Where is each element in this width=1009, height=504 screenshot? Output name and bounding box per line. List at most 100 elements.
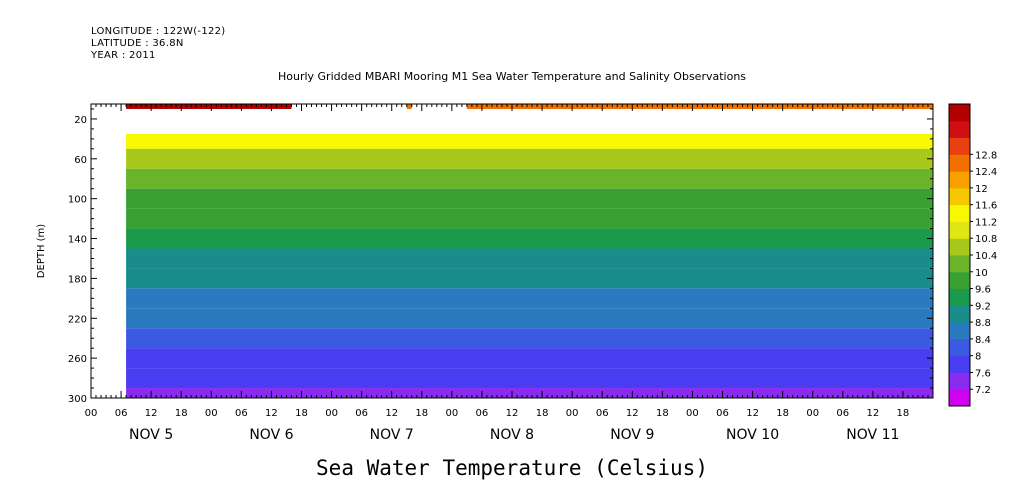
x-tick-label: 06 — [355, 408, 368, 419]
x-tick-label: 12 — [385, 408, 398, 419]
heatmap-band — [126, 308, 933, 329]
colorbar-label: 10.4 — [975, 251, 997, 262]
colorbar-swatch — [949, 355, 970, 373]
x-tick-label: 06 — [115, 408, 128, 419]
colorbar-label: 12 — [975, 184, 988, 195]
y-tick-label: 260 — [68, 354, 87, 365]
colorbar-swatch — [949, 238, 970, 256]
heatmap-band — [126, 268, 933, 289]
x-day-label: NOV 6 — [249, 427, 293, 443]
heatmap-band — [126, 168, 933, 189]
surface-band-segment — [406, 104, 412, 109]
x-tick-label: 06 — [235, 408, 248, 419]
heatmap-band — [126, 248, 933, 269]
colorbar-swatch — [949, 137, 970, 155]
colorbar-swatch — [949, 322, 970, 340]
colorbar-label: 9.2 — [975, 301, 991, 312]
colorbar-label: 8.8 — [975, 318, 991, 329]
x-day-label: NOV 8 — [490, 427, 534, 443]
colorbar-label: 11.6 — [975, 201, 997, 212]
colorbar-swatch — [949, 204, 970, 222]
colorbar-swatch — [949, 104, 970, 122]
colorbar-label: 10 — [975, 268, 988, 279]
heatmap-band — [126, 188, 933, 209]
longitude-label: LONGITUDE : 122W(-122) — [91, 26, 226, 37]
x-day-label: NOV 7 — [370, 427, 414, 443]
y-tick-label: 300 — [68, 394, 87, 405]
heatmap-band — [126, 208, 933, 229]
colorbar-swatch — [949, 187, 970, 206]
x-tick-label: 00 — [85, 408, 98, 419]
colorbar-swatch — [949, 338, 970, 357]
colorbar: 7.2 7.6 8 8.4 8.8 9.2 9.6 10 10.4 10.8 11.2 11.6 12 1… — [948, 103, 997, 407]
heatmap-band — [126, 348, 933, 369]
x-tick-label: 12 — [626, 408, 639, 419]
year-label: YEAR : 2011 — [91, 50, 156, 61]
colorbar-swatch — [949, 389, 970, 407]
x-tick-label: 18 — [897, 408, 910, 419]
x-tick-label: 12 — [866, 408, 879, 419]
colorbar-swatch — [949, 154, 970, 172]
colorbar-label: 7.6 — [975, 368, 991, 379]
colorbar-swatch — [949, 288, 970, 306]
heatmap-band — [126, 228, 933, 249]
heatmap-band — [126, 133, 933, 149]
x-tick-label: 00 — [325, 408, 338, 419]
y-axis-label: DEPTH (m) — [36, 224, 47, 278]
x-tick-label: 12 — [506, 408, 519, 419]
surface-band-segment — [466, 104, 933, 109]
heatmap-band — [126, 388, 933, 398]
x-tick-label: 18 — [175, 408, 188, 419]
x-tick-label: 00 — [445, 408, 458, 419]
x-tick-label: 18 — [776, 408, 789, 419]
colorbar-swatch — [949, 255, 970, 273]
y-tick-label: 20 — [74, 115, 87, 126]
variable-title: Sea Water Temperature (Celsius) — [316, 456, 708, 480]
x-tick-label: 18 — [295, 408, 308, 419]
x-tick-label: 12 — [265, 408, 278, 419]
x-day-label: NOV 11 — [846, 427, 899, 443]
x-tick-label: 12 — [145, 408, 158, 419]
heatmap-band — [126, 288, 933, 309]
axes: 20 60 100 140 180 220 260 300 00 06 12 18 00 06 12 18 00… — [68, 104, 934, 443]
heatmap-band — [126, 368, 933, 389]
colorbar-swatch — [949, 221, 970, 239]
colorbar-swatch — [949, 171, 970, 189]
colorbar-label: 12.8 — [975, 150, 997, 161]
x-tick-label: 12 — [746, 408, 759, 419]
x-day-label: NOV 10 — [726, 427, 779, 443]
latitude-label: LATITUDE : 36.8N — [91, 38, 184, 49]
y-tick-label: 140 — [68, 235, 87, 246]
x-tick-label: 18 — [656, 408, 669, 419]
x-tick-label: 06 — [476, 408, 489, 419]
heatmap-band — [126, 328, 933, 349]
surface-band-segment — [126, 104, 292, 109]
plot-title: Hourly Gridded MBARI Mooring M1 Sea Wate… — [278, 70, 746, 83]
colorbar-label: 9.6 — [975, 285, 991, 296]
plot-area — [126, 104, 933, 398]
colorbar-swatch — [949, 120, 970, 139]
colorbar-swatch — [949, 271, 970, 290]
x-day-label: NOV 5 — [129, 427, 173, 443]
y-tick-label: 220 — [68, 314, 87, 325]
y-tick-label: 60 — [74, 155, 87, 166]
x-day-label: NOV 9 — [610, 427, 654, 443]
colorbar-label: 7.2 — [975, 385, 991, 396]
x-tick-label: 18 — [415, 408, 428, 419]
y-tick-label: 180 — [68, 274, 87, 285]
x-tick-label: 06 — [716, 408, 729, 419]
x-tick-label: 00 — [806, 408, 819, 419]
x-tick-label: 06 — [596, 408, 609, 419]
colorbar-label: 8.4 — [975, 335, 991, 346]
colorbar-label: 12.4 — [975, 167, 997, 178]
colorbar-label: 10.8 — [975, 234, 997, 245]
x-tick-label: 18 — [536, 408, 549, 419]
x-tick-label: 00 — [566, 408, 579, 419]
colorbar-swatch — [949, 372, 970, 390]
x-tick-label: 00 — [686, 408, 699, 419]
heatmap-band — [126, 148, 933, 169]
colorbar-label: 8 — [975, 352, 981, 363]
colorbar-swatch — [949, 305, 970, 323]
colorbar-label: 11.2 — [975, 217, 997, 228]
